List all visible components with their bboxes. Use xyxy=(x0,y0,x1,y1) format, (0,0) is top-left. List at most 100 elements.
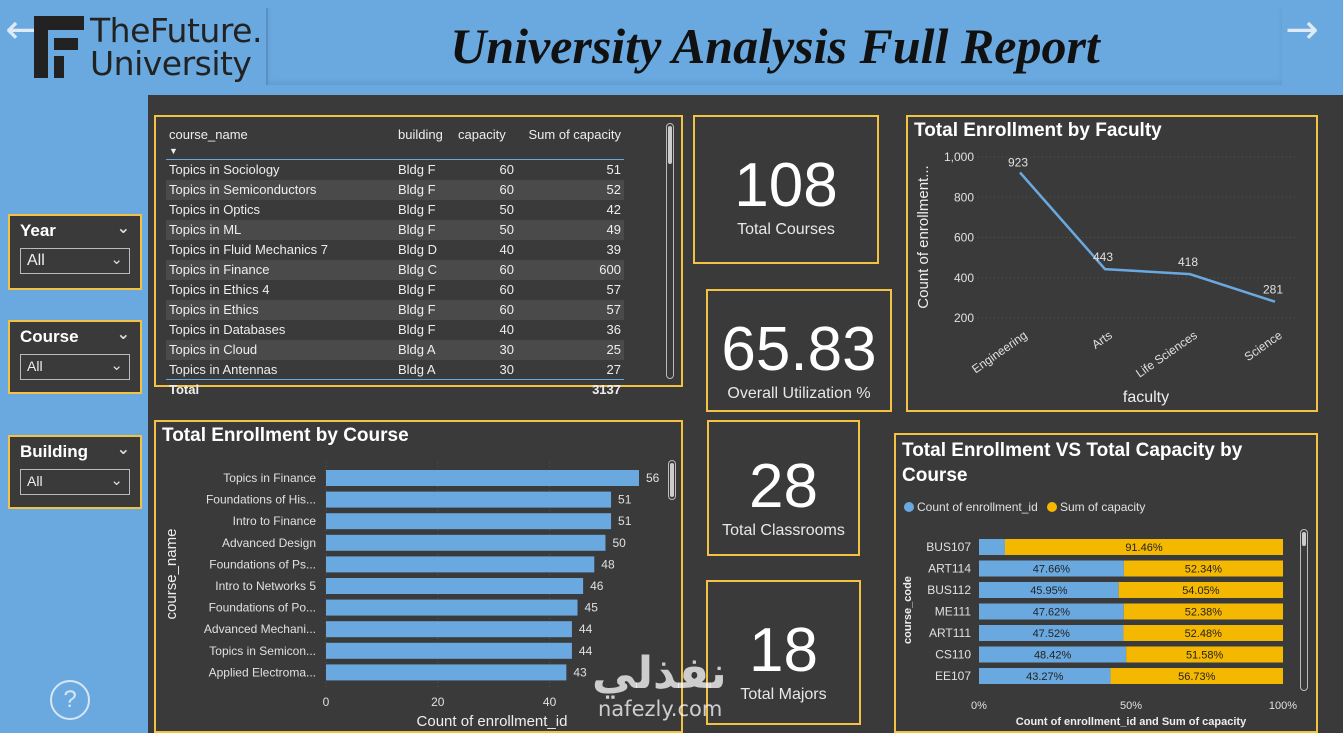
y-tick-label: CS110 xyxy=(935,648,971,662)
table-row[interactable]: Topics in Semiconductors Bldg F 60 52 xyxy=(166,179,624,200)
bar-segment xyxy=(979,646,1127,663)
y-tick-label: 800 xyxy=(954,190,974,204)
table-cell: Topics in Ethics xyxy=(166,299,395,320)
bar-chart-scrollbar-thumb[interactable] xyxy=(670,463,674,497)
course-slicer-header: Course ⌄ xyxy=(10,322,140,350)
enrollment-by-faculty-chart: Total Enrollment by Faculty 200 400 600 800… xyxy=(906,115,1318,412)
data-label: 56.73% xyxy=(1178,671,1216,683)
table-cell: Bldg F xyxy=(398,162,436,178)
table-cell: 60 xyxy=(499,282,514,297)
chevron-down-icon[interactable]: ⌄ xyxy=(116,324,130,343)
table-scrollbar-thumb[interactable] xyxy=(668,126,672,164)
kpi-total-classrooms: 28 Total Classrooms xyxy=(707,420,860,556)
column-header-sum-capacity[interactable]: Sum of capacity xyxy=(517,125,624,160)
data-label: 48 xyxy=(601,557,615,571)
bar xyxy=(326,513,612,530)
data-label: 46 xyxy=(590,579,604,593)
bar xyxy=(326,556,595,573)
table-row[interactable]: Topics in Antennas Bldg A 30 27 xyxy=(166,360,624,380)
building-dropdown[interactable]: All ⌄ xyxy=(20,469,130,495)
table-cell: Bldg F xyxy=(395,179,455,200)
table-row[interactable]: Topics in Fluid Mechanics 7 Bldg D 40 39 xyxy=(166,240,624,260)
table-cell: 36 xyxy=(606,322,621,337)
table-row[interactable]: Topics in Ethics Bldg F 60 57 xyxy=(166,299,624,320)
y-tick-label: Intro to Finance xyxy=(233,514,317,528)
table-cell: Topics in Ethics 4 xyxy=(169,282,270,297)
bar-segment xyxy=(1126,646,1283,663)
chevron-down-icon[interactable]: ⌄ xyxy=(116,218,130,237)
y-tick-label: Intro to Networks 5 xyxy=(215,579,316,593)
table-cell: 57 xyxy=(606,282,621,297)
bar-chart-scrollbar[interactable] xyxy=(668,460,676,500)
table-scrollbar[interactable] xyxy=(666,123,674,379)
table-cell: 30 xyxy=(499,361,514,377)
back-arrow-icon[interactable]: ← xyxy=(5,7,39,53)
column-header-course-name[interactable]: course_name ▼ xyxy=(166,125,395,160)
bar-segment xyxy=(979,668,1111,684)
data-label: 45.95% xyxy=(1030,585,1068,597)
course-dropdown[interactable]: All ⌄ xyxy=(20,354,130,380)
table-cell: Bldg F xyxy=(398,322,436,337)
y-axis-title: course_name xyxy=(163,529,180,620)
table-row[interactable]: Topics in Ethics 4 Bldg F 60 57 xyxy=(166,280,624,300)
x-axis-title: faculty xyxy=(1123,389,1169,406)
bar-segment xyxy=(979,582,1119,598)
chart-title: Total Enrollment VS Total Capacity by Co… xyxy=(902,440,1243,486)
column-header-capacity[interactable]: capacity xyxy=(455,125,517,160)
y-tick-label: Advanced Mechani... xyxy=(204,622,316,636)
kpi-value: 18 xyxy=(749,616,818,685)
bar xyxy=(326,621,572,638)
year-slicer: Year ⌄ All ⌄ xyxy=(8,214,142,290)
bar xyxy=(326,642,572,659)
table-cell: 50 xyxy=(499,202,514,217)
kpi-value: 65.83 xyxy=(721,315,877,384)
table-cell: Bldg F xyxy=(395,219,455,240)
table-header-row: course_name ▼ building capacity Sum of ca… xyxy=(166,125,624,160)
y-tick-label: Applied Electroma... xyxy=(209,665,316,679)
table-cell: 60 xyxy=(455,259,517,280)
legend-marker xyxy=(1047,502,1057,512)
table-row[interactable]: Topics in Sociology Bldg F 60 51 xyxy=(166,160,624,180)
kpi-label: Total Majors xyxy=(740,686,827,703)
table-cell: 42 xyxy=(606,202,621,217)
table-cell: Topics in Antennas xyxy=(169,361,278,377)
table-cell: Bldg F xyxy=(398,202,436,217)
bar xyxy=(326,491,612,508)
bar-chart-svg: 0 20 40 Topics in Finance 56 Foundations of H… xyxy=(163,462,660,730)
table-row[interactable]: Topics in ML Bldg F 50 49 xyxy=(166,219,624,240)
stacked-chart-scrollbar-thumb[interactable] xyxy=(1302,532,1306,546)
column-header-building[interactable]: building xyxy=(395,125,455,160)
table-row[interactable]: Topics in Databases Bldg F 40 36 xyxy=(166,320,624,340)
table-cell: 60 xyxy=(455,299,517,320)
report-title: University Analysis Full Report xyxy=(450,18,1100,74)
kpi-total-majors: 18 Total Majors xyxy=(706,580,861,725)
stacked-chart-scrollbar[interactable] xyxy=(1300,529,1308,691)
line-chart-svg: 200 400 600 800 1,000 923 443 418 281 Engineering… xyxy=(915,150,1298,406)
kpi-label: Total Courses xyxy=(737,221,835,238)
help-icon[interactable]: ? xyxy=(50,680,90,720)
kpi-label: Total Classrooms xyxy=(722,522,845,539)
y-tick-label: ART111 xyxy=(929,626,971,640)
title-band: University Analysis Full Report xyxy=(266,8,1282,85)
data-label: 923 xyxy=(1008,155,1028,169)
data-label: 56 xyxy=(646,471,660,485)
chevron-down-icon[interactable]: ⌄ xyxy=(116,439,130,458)
course-dropdown-value: All xyxy=(27,358,43,374)
logo-line-2: University xyxy=(90,44,252,83)
year-dropdown-value: All xyxy=(27,252,45,269)
forward-arrow-icon[interactable]: → xyxy=(1285,7,1319,53)
table-cell: 57 xyxy=(517,299,624,320)
data-label: 52.48% xyxy=(1185,628,1223,640)
data-label: 54.05% xyxy=(1182,585,1220,597)
table-row[interactable]: Topics in Finance Bldg C 60 600 xyxy=(166,259,624,280)
table-cell: 39 xyxy=(606,242,621,257)
data-label: 45 xyxy=(585,601,599,615)
table-cell: Topics in Databases xyxy=(169,322,286,337)
x-axis-title: Count of enrollment_id and Sum of capaci… xyxy=(1016,716,1247,728)
chart-title: Total Enrollment by Faculty xyxy=(914,120,1162,141)
year-dropdown[interactable]: All ⌄ xyxy=(20,248,130,274)
table-cell: 60 xyxy=(455,179,517,200)
table-row[interactable]: Topics in Cloud Bldg A 30 25 xyxy=(166,339,624,360)
table-row[interactable]: Topics in Optics Bldg F 50 42 xyxy=(166,200,624,220)
table-cell: 25 xyxy=(517,339,624,360)
